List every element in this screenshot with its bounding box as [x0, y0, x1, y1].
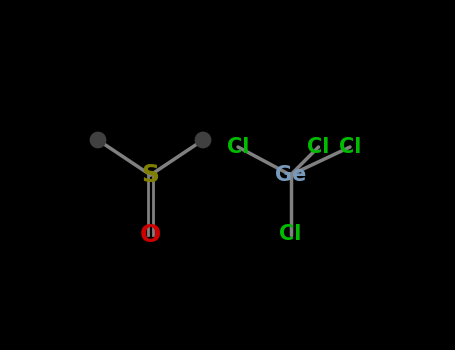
Text: Cl: Cl: [227, 137, 249, 157]
Text: Ge: Ge: [275, 165, 306, 185]
Text: Cl: Cl: [307, 137, 330, 157]
Text: Cl: Cl: [339, 137, 361, 157]
Text: Cl: Cl: [279, 224, 302, 245]
Circle shape: [90, 132, 106, 148]
Text: O: O: [140, 223, 161, 246]
Text: S: S: [142, 163, 160, 187]
Circle shape: [195, 132, 211, 148]
